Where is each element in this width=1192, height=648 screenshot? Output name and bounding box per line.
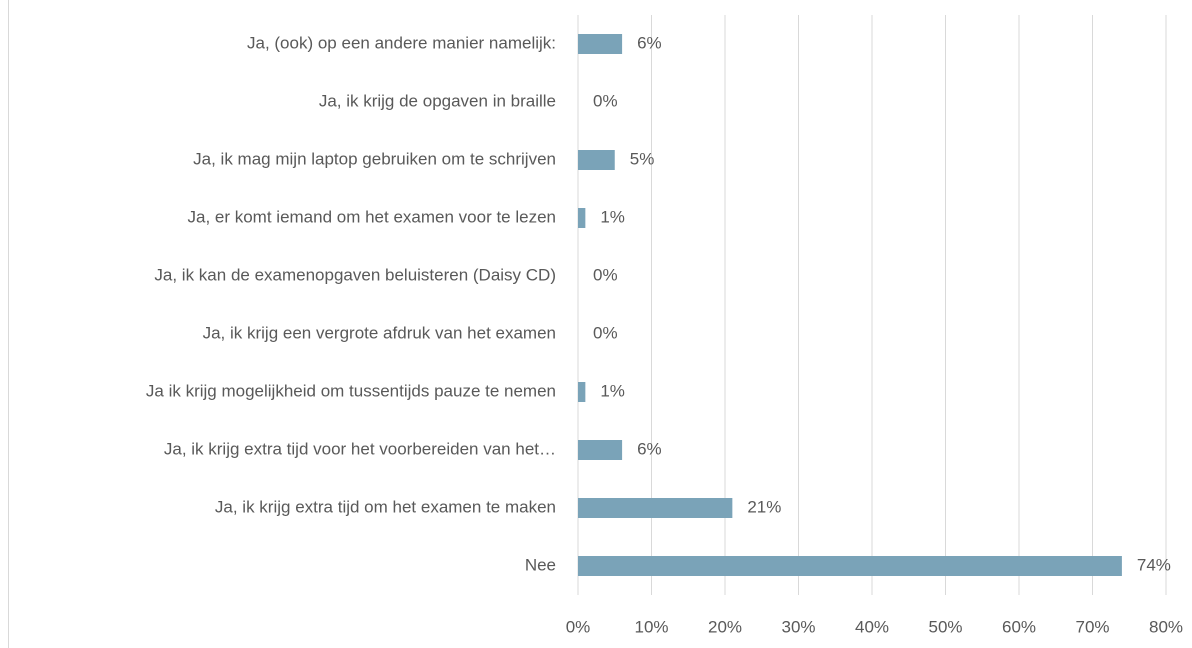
bar: [578, 34, 623, 54]
y-tick-label: Ja, ik kan de examenopgaven beluisteren …: [154, 265, 556, 284]
data-label: 1%: [600, 207, 625, 226]
y-tick-label: Ja ik krijg mogelijkheid om tussentijds …: [146, 381, 556, 400]
x-tick-label: 0%: [566, 617, 591, 636]
x-tick-label: 60%: [1002, 617, 1036, 636]
y-tick-label: Ja, (ook) op een andere manier namelijk:: [247, 33, 556, 52]
data-label: 0%: [593, 265, 618, 284]
bar: [578, 556, 1122, 576]
bar: [578, 382, 586, 402]
y-tick-label: Ja, ik mag mijn laptop gebruiken om te s…: [193, 149, 556, 168]
bar: [578, 498, 733, 518]
data-label: 0%: [593, 323, 618, 342]
data-label: 74%: [1137, 555, 1171, 574]
x-tick-label: 40%: [855, 617, 889, 636]
x-tick-label: 70%: [1075, 617, 1109, 636]
data-label: 5%: [630, 149, 655, 168]
data-label: 1%: [600, 381, 625, 400]
x-tick-label: 30%: [781, 617, 815, 636]
data-label: 6%: [637, 33, 662, 52]
bar: [578, 150, 615, 170]
y-tick-label: Nee: [525, 555, 556, 574]
x-tick-label: 20%: [708, 617, 742, 636]
x-tick-label: 80%: [1149, 617, 1183, 636]
y-tick-label: Ja, ik krijg extra tijd voor het voorber…: [164, 439, 556, 458]
y-tick-label: Ja, ik krijg extra tijd om het examen te…: [215, 497, 556, 516]
bar: [578, 440, 623, 460]
data-label: 6%: [637, 439, 662, 458]
bar: [578, 208, 586, 228]
y-tick-label: Ja, er komt iemand om het examen voor te…: [187, 207, 556, 226]
x-tick-label: 10%: [634, 617, 668, 636]
y-tick-label: Ja, ik krijg de opgaven in braille: [319, 91, 556, 110]
y-tick-label: Ja, ik krijg een vergrote afdruk van het…: [203, 323, 556, 342]
data-label: 21%: [747, 497, 781, 516]
data-label: 0%: [593, 91, 618, 110]
x-tick-label: 50%: [928, 617, 962, 636]
